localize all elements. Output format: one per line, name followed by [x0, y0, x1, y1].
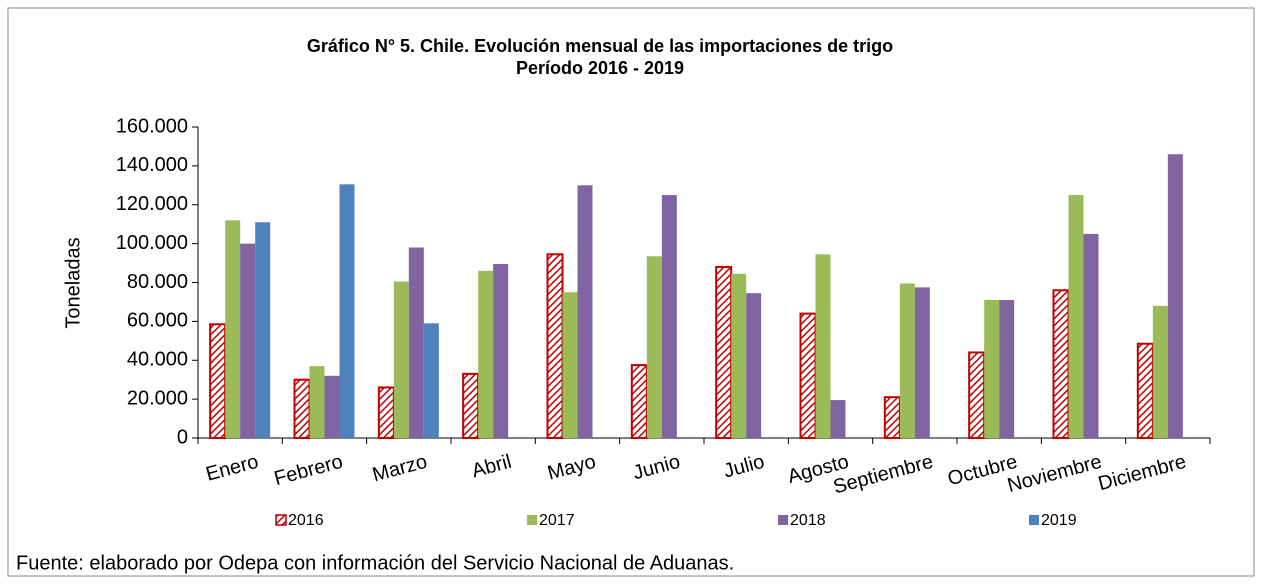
y-tick-label: 80.000: [127, 271, 188, 293]
bar: [324, 375, 340, 438]
bar: [377, 386, 395, 439]
bar: [1152, 305, 1168, 438]
bar: [293, 378, 311, 439]
bar: [577, 185, 593, 438]
legend-label: 2018: [790, 512, 826, 529]
bar: [493, 264, 509, 438]
legend-swatch: [275, 514, 287, 526]
bar: [1167, 154, 1183, 438]
bar: [999, 299, 1015, 438]
bar: [646, 256, 662, 438]
bar: [746, 293, 762, 438]
bar: [830, 400, 846, 438]
y-tick-label: 100.000: [116, 232, 188, 254]
y-tick-label: 0: [177, 426, 188, 448]
legend-label: 2019: [1041, 512, 1077, 529]
bar: [209, 323, 227, 439]
bar: [562, 292, 578, 438]
y-tick-label: 120.000: [116, 193, 188, 215]
y-tick-label: 20.000: [127, 387, 188, 409]
legend-swatch: [778, 515, 788, 525]
bar: [984, 299, 1000, 438]
chart-title: Gráfico N° 5. Chile. Evolución mensual d…: [307, 36, 893, 56]
bar: [393, 281, 409, 438]
bar: [462, 372, 480, 440]
bar: [225, 220, 241, 438]
bar: [630, 364, 648, 439]
bar: [1052, 289, 1070, 439]
bar: [914, 287, 930, 438]
legend-swatch: [527, 515, 537, 525]
chart-border: [7, 7, 1255, 577]
bar: [1136, 342, 1154, 439]
y-axis-label: Toneladas: [62, 237, 84, 328]
bar: [899, 283, 915, 438]
bar: [1068, 195, 1084, 438]
bar: [240, 243, 256, 438]
legend-label: 2016: [288, 512, 324, 529]
y-tick-label: 40.000: [127, 349, 188, 371]
bar: [423, 323, 439, 438]
bar: [968, 351, 986, 440]
bar: [731, 273, 747, 438]
y-tick-label: 160.000: [116, 115, 188, 137]
bar: [339, 184, 355, 438]
bar: [546, 253, 564, 439]
y-tick-label: 60.000: [127, 310, 188, 332]
y-tick-label: 140.000: [116, 154, 188, 176]
bar: [255, 222, 271, 438]
bar: [1083, 233, 1099, 438]
chart-subtitle: Período 2016 - 2019: [516, 58, 684, 78]
bar: [661, 195, 677, 438]
bar: [478, 270, 494, 438]
bar: [309, 366, 325, 438]
legend-swatch: [1029, 515, 1039, 525]
bar: [715, 265, 733, 440]
bar: [883, 396, 901, 439]
legend-label: 2017: [539, 512, 575, 529]
source-note: Fuente: elaborado por Odepa con informac…: [16, 552, 734, 574]
bar: [408, 247, 424, 438]
bar: [799, 312, 817, 440]
bar: [815, 254, 831, 438]
